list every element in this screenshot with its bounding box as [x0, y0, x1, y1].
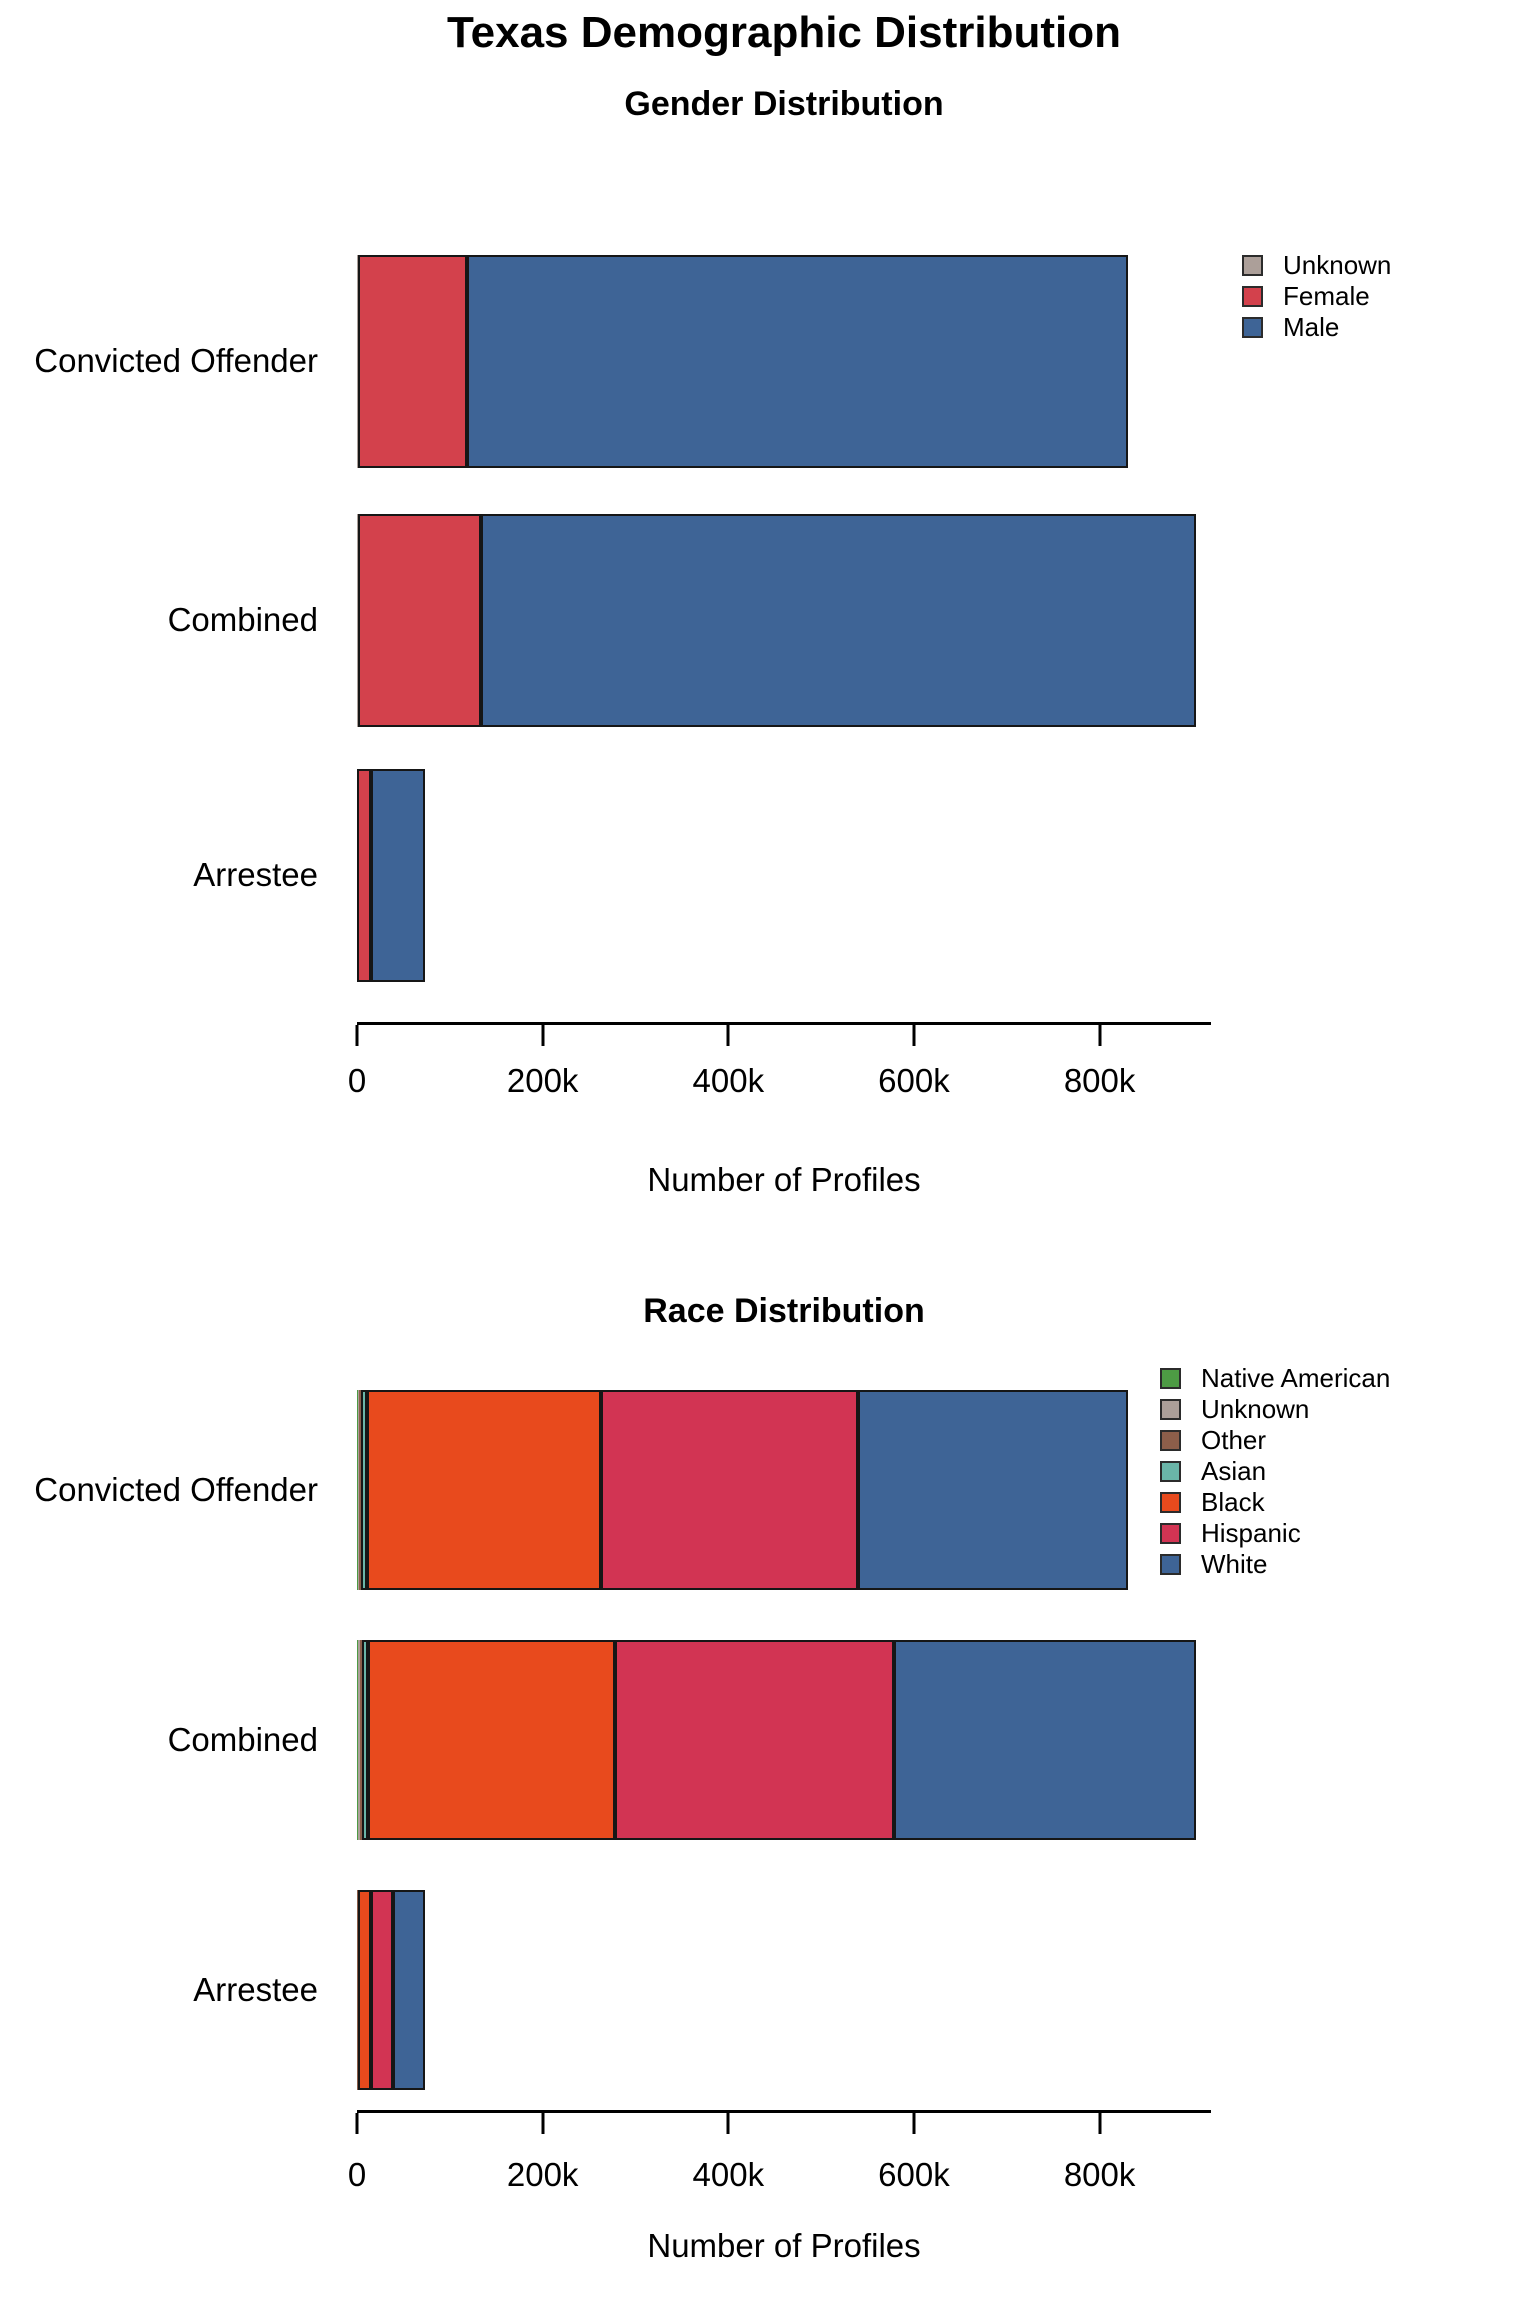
legend-label-male: Male [1283, 312, 1340, 342]
race-legend: Native American Unknown Other Asian Black His… [1160, 1363, 1390, 1580]
legend-item-asian: Asian [1160, 1456, 1390, 1487]
bar-segment-male [467, 255, 1128, 468]
bar-segment-black [357, 1890, 371, 2090]
legend-item-unknown: Unknown [1242, 250, 1391, 281]
legend-item-unknown: Unknown [1160, 1394, 1390, 1425]
x-axis-title: Number of Profiles [647, 2227, 921, 2264]
bar-segment-other [359, 1640, 362, 1840]
legend-item-male: Male [1242, 312, 1391, 343]
bar-segment-native-american [357, 1390, 358, 1590]
axis-tick [1098, 1025, 1102, 1046]
bar-segment-black [367, 1640, 615, 1840]
bar-segment-white [393, 1890, 425, 2090]
axis-tick-label: 400k [692, 2156, 765, 2193]
axis-tick-label: 800k [1063, 2156, 1136, 2193]
bar-segment-male [371, 769, 425, 982]
bar-convicted-offender [357, 1390, 1211, 1590]
legend-swatch-black [1160, 1492, 1181, 1513]
legend-label-unknown: Unknown [1283, 250, 1392, 280]
axis-tick [541, 1025, 545, 1046]
bar-segment-white [857, 1390, 1128, 1590]
legend-swatch-asian [1160, 1461, 1181, 1482]
axis-tick [726, 2113, 730, 2134]
legend-label-white: White [1201, 1549, 1268, 1579]
category-label-combined: Combined [167, 1721, 318, 1758]
axis-tick-label: 0 [347, 2156, 367, 2193]
bar-segment-unknown [357, 255, 358, 468]
category-label-arrestee: Arrestee [193, 856, 318, 893]
bar-convicted-offender [357, 255, 1211, 468]
legend-swatch-hispanic [1160, 1523, 1181, 1544]
legend-item-other: Other [1160, 1425, 1390, 1456]
axis-tick-label: 200k [506, 1062, 579, 1099]
legend-label-asian: Asian [1201, 1456, 1267, 1486]
axis-tick [1098, 2113, 1102, 2134]
axis-tick [912, 1025, 916, 1046]
page-title: Texas Demographic Distribution [447, 8, 1121, 57]
legend-label-black: Black [1201, 1487, 1265, 1517]
axis-tick-label: 800k [1063, 1062, 1136, 1099]
axis-tick [355, 2113, 359, 2134]
legend-swatch-native-american [1160, 1368, 1181, 1389]
bar-segment-white [894, 1640, 1196, 1840]
legend-label-unknown: Unknown [1201, 1394, 1310, 1424]
bar-segment-other [359, 1390, 362, 1590]
bar-segment-female [357, 514, 482, 727]
x-axis-title: Number of Profiles [647, 1161, 921, 1198]
bar-segment-native-american [357, 1640, 358, 1840]
legend-swatch-female [1242, 286, 1263, 307]
axis-tick [726, 1025, 730, 1046]
axis-tick-label: 0 [347, 1062, 367, 1099]
category-label-arrestee: Arrestee [193, 1971, 318, 2008]
bar-segment-asian [361, 1640, 368, 1840]
legend-label-native-american: Native American [1201, 1363, 1391, 1393]
legend-swatch-unknown [1160, 1399, 1181, 1420]
category-label-convicted-offender: Convicted Offender [34, 342, 318, 379]
bar-arrestee [357, 1890, 1211, 2090]
bar-segment-hispanic [600, 1390, 858, 1590]
bar-segment-asian [361, 1390, 367, 1590]
bar-segment-hispanic [370, 1890, 394, 2090]
race-distribution-chart: Race Distribution Convicted Offender Com… [0, 1240, 1536, 2304]
legend-item-black: Black [1160, 1487, 1390, 1518]
bar-segment-male [481, 514, 1196, 727]
bar-combined [357, 1640, 1211, 1840]
race-chart-title: Race Distribution [643, 1292, 925, 1330]
axis-tick-label: 600k [878, 2156, 950, 2193]
legend-item-white: White [1160, 1549, 1390, 1580]
legend-swatch-unknown [1242, 255, 1263, 276]
category-label-combined: Combined [167, 601, 318, 638]
legend-swatch-other [1160, 1430, 1181, 1451]
legend-swatch-white [1160, 1554, 1181, 1575]
axis-tick [912, 2113, 916, 2134]
bar-segment-unknown [357, 1640, 360, 1840]
bar-combined [357, 514, 1211, 727]
legend-swatch-male [1242, 317, 1263, 338]
x-axis: 0 200k 400k 600k 800k [348, 1022, 1211, 1099]
x-axis: 0 200k 400k 600k 800k [348, 2110, 1211, 2193]
gender-distribution-chart: Gender Distribution Convicted Offender C… [0, 80, 1536, 1240]
legend-label-female: Female [1283, 281, 1370, 311]
gender-chart-title: Gender Distribution [624, 85, 944, 123]
gender-legend: Unknown Female Male [1242, 250, 1391, 343]
bar-segment-female [357, 769, 371, 982]
bar-segment-hispanic [614, 1640, 895, 1840]
axis-tick-label: 400k [692, 1062, 765, 1099]
bar-arrestee [357, 769, 1211, 982]
bar-segment-black [366, 1390, 601, 1590]
category-label-convicted-offender: Convicted Offender [34, 1471, 318, 1508]
legend-item-hispanic: Hispanic [1160, 1518, 1390, 1549]
bar-segment-unknown [357, 1390, 360, 1590]
legend-item-female: Female [1242, 281, 1391, 312]
axis-tick [355, 1025, 359, 1046]
legend-item-native-american: Native American [1160, 1363, 1390, 1394]
axis-tick [541, 2113, 545, 2134]
legend-label-hispanic: Hispanic [1201, 1518, 1301, 1548]
legend-label-other: Other [1201, 1425, 1267, 1455]
axis-tick-label: 600k [878, 1062, 950, 1099]
bar-segment-unknown [357, 514, 358, 727]
bar-segment-female [357, 255, 468, 468]
axis-tick-label: 200k [506, 2156, 579, 2193]
